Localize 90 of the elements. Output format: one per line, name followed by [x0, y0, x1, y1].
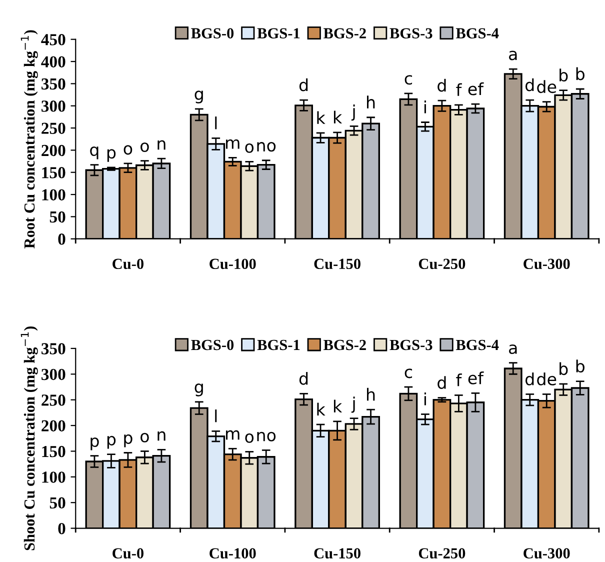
annotation: c: [404, 368, 412, 378]
annotation: d: [526, 372, 534, 386]
y-tick-label: 450: [41, 34, 66, 46]
annotation: p: [90, 437, 99, 450]
annotation: no: [257, 142, 276, 152]
annotation: o: [245, 433, 254, 443]
x-tick-label: Cu-300: [524, 258, 570, 270]
y-tick-label: 100: [42, 189, 66, 200]
annotation: d: [438, 376, 446, 389]
annotation: o: [124, 145, 132, 155]
legend-label: BGS-2: [324, 340, 366, 350]
annotation: g: [194, 90, 203, 104]
annotation: j: [351, 396, 355, 413]
x-tick-label: Cu-0: [112, 258, 144, 270]
legend-label: BGS-1: [257, 340, 300, 350]
legend-label: BGS-3: [390, 28, 432, 38]
annotation: d: [299, 78, 308, 92]
annotation: p: [124, 434, 132, 448]
annotation: p: [107, 436, 116, 449]
annotation: k: [334, 400, 342, 412]
annotation: a: [509, 344, 517, 354]
x-tick-label: Cu-250: [418, 258, 466, 270]
annotation: o: [245, 143, 254, 153]
y-tick-label: 150: [42, 446, 66, 458]
y-tick-label: 200: [42, 144, 66, 156]
x-tick-label: Cu-100: [210, 548, 256, 559]
annotation: m: [226, 139, 240, 149]
annotation: p: [107, 149, 116, 162]
x-tick-label: Cu-300: [524, 548, 570, 559]
y-tick-label: 0: [58, 522, 66, 534]
legend-label: BGS-4: [456, 340, 499, 350]
annotation: n: [158, 431, 166, 441]
annotation: h: [367, 388, 375, 401]
annotation: q: [90, 146, 98, 160]
y-tick-label: 300: [42, 100, 66, 112]
annotation: de: [537, 80, 556, 94]
annotation: de: [537, 372, 556, 386]
y-tick-label: 150: [42, 167, 66, 178]
y-tick-label: 300: [42, 368, 66, 380]
annotation: k: [317, 111, 326, 124]
y-axis-title: Shoot Cu concentration (mg kg$^{−1}$): [20, 326, 38, 550]
y-tick-label: 350: [42, 78, 66, 90]
annotation: ef: [468, 82, 484, 96]
annotation: o: [140, 432, 149, 442]
x-tick-label: Cu-100: [210, 258, 256, 270]
legend-label: BGS-0: [191, 340, 234, 350]
annotation: n: [158, 140, 166, 150]
annotation: m: [226, 430, 240, 440]
y-tick-label: 350: [42, 343, 66, 354]
annotation: d: [438, 78, 446, 92]
annotation: o: [140, 142, 149, 152]
y-tick-label: 100: [42, 472, 66, 483]
legend-label: BGS-3: [390, 340, 432, 350]
annotation: d: [299, 372, 308, 385]
annotation: b: [560, 362, 568, 376]
annotation: b: [576, 67, 584, 80]
y-tick-label: 250: [42, 122, 66, 134]
annotation: i: [424, 100, 426, 114]
y-tick-label: 250: [42, 394, 66, 406]
y-tick-label: 400: [41, 56, 66, 68]
annotation: d: [526, 78, 534, 92]
annotation: h: [367, 96, 375, 108]
legend-label: BGS-4: [456, 28, 499, 38]
annotation: k: [334, 110, 342, 124]
y-axis-title: Root Cu concentration (mg kg$^{−1}$): [20, 30, 38, 248]
y-tick-label: 0: [58, 234, 66, 245]
x-tick-label: Cu-0: [112, 548, 144, 559]
annotation: k: [317, 402, 326, 416]
annotation: f: [456, 83, 462, 96]
annotation: l: [215, 409, 217, 422]
annotation: no: [257, 432, 276, 442]
annotation: l: [215, 116, 217, 130]
annotation: a: [509, 50, 517, 60]
annotation: ef: [468, 371, 484, 384]
x-tick-label: Cu-250: [418, 548, 466, 559]
annotation: f: [456, 374, 462, 386]
legend-label: BGS-2: [324, 28, 366, 38]
x-tick-label: Cu-150: [314, 548, 360, 559]
annotation: i: [424, 392, 426, 406]
y-tick-label: 200: [42, 420, 66, 432]
x-tick-label: Cu-150: [314, 258, 360, 270]
legend-label: BGS-1: [257, 28, 300, 38]
annotation: b: [576, 360, 584, 373]
annotation: j: [351, 104, 355, 121]
y-tick-label: 50: [50, 497, 66, 509]
annotation: b: [560, 68, 568, 82]
legend-label: BGS-0: [191, 28, 234, 38]
y-tick-label: 50: [50, 211, 66, 223]
annotation: g: [194, 384, 203, 396]
annotation: c: [404, 75, 412, 85]
